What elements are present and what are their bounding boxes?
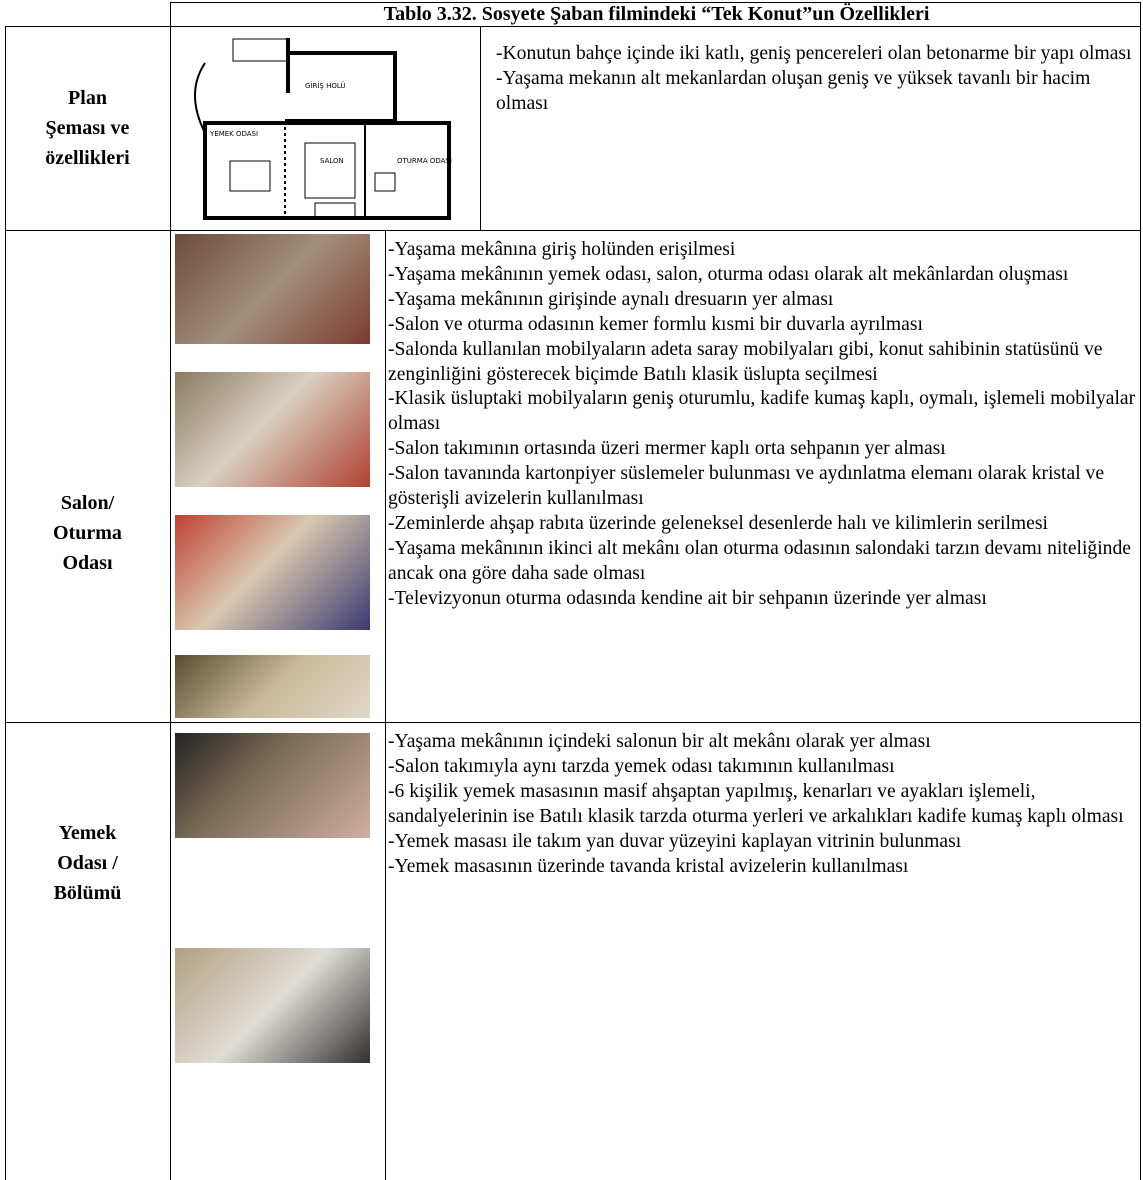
photo	[175, 515, 370, 630]
item: -Televizyonun oturma odasında kendine ai…	[388, 587, 987, 609]
item: -Yemek masası ile takım yan duvar yüzeyi…	[388, 830, 962, 852]
row-label: Plan Şeması ve özellikleri	[45, 87, 130, 169]
plan-label: YEMEK ODASI	[209, 130, 258, 138]
item: -6 kişilik yemek masasının masif ahşapta…	[388, 780, 1124, 827]
item-list: -Yaşama mekânının içindeki salonun bir a…	[388, 730, 1138, 879]
photo	[175, 948, 370, 1063]
plan-label: SALON	[320, 157, 344, 165]
floor-plan: GİRİŞ HOLÜ YEMEK ODASI SALON OTURMA ODAS…	[194, 38, 452, 220]
item: -Salon tavanında kartonpiyer süslemeler …	[388, 463, 1105, 510]
item: -Yaşama mekânının yemek odası, salon, ot…	[388, 263, 1069, 285]
row-label: Yemek Odası / Bölümü	[53, 822, 122, 904]
item: -Yaşama mekânının içindeki salonun bir a…	[388, 731, 931, 752]
item: -Konutun bahçe içinde iki katlı, geniş p…	[496, 43, 1132, 64]
photo	[175, 655, 370, 718]
item: -Klasik üsluptaki mobilyaların geniş otu…	[388, 388, 1136, 435]
item: -Salon ve oturma odasının kemer formlu k…	[388, 313, 923, 335]
item: -Yaşama mekânının ikinci alt mekânı olan…	[388, 537, 1131, 584]
plan-label: OTURMA ODASI	[397, 157, 452, 165]
item: -Yaşama mekânının girişinde aynalı dresu…	[388, 288, 834, 310]
item-list: -Konutun bahçe içinde iki katlı, geniş p…	[496, 42, 1136, 117]
item: -Salon takımıyla aynı tarzda yemek odası…	[388, 755, 895, 777]
item: -Yaşama mekanın alt mekanlardan oluşan g…	[496, 67, 1091, 114]
item-list: -Yaşama mekânına giriş holünden erişilme…	[388, 238, 1138, 612]
item: -Salon takımının ortasında üzeri mermer …	[388, 438, 946, 460]
photo	[175, 372, 370, 487]
plan-label: GİRİŞ HOLÜ	[305, 81, 346, 90]
item: -Salonda kullanılan mobilyaların adeta s…	[388, 338, 1103, 385]
item: -Yaşama mekânına giriş holünden erişilme…	[388, 239, 736, 260]
item: -Yemek masasının üzerinde tavanda krista…	[388, 855, 909, 877]
item: -Zeminlerde ahşap rabıta üzerinde gelene…	[388, 512, 1048, 534]
row-label: Salon/ Oturma Odası	[53, 492, 122, 574]
photo	[175, 234, 370, 344]
table-title: Tablo 3.32. Sosyete Şaban filmindeki “Te…	[383, 3, 930, 25]
photo	[175, 733, 370, 838]
